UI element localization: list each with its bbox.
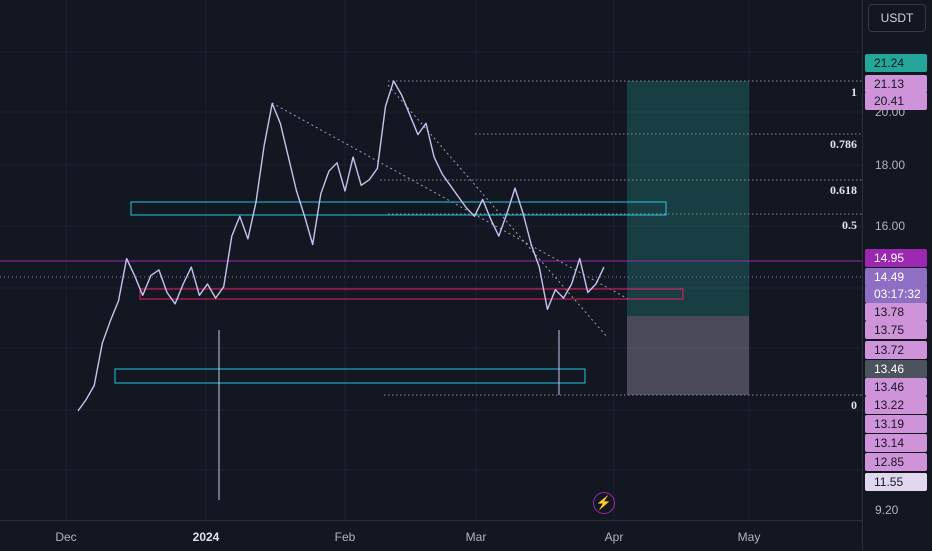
price-label: 14.95 [874,251,904,265]
price-label: 13.75 [874,323,904,337]
price-label: 13.22 [874,398,904,412]
profit-zone [627,81,749,316]
zone-rectangle [130,201,667,216]
fib-label: 0.618 [830,183,857,197]
flash-icon[interactable]: ⚡ [593,492,615,514]
price-label-tag [865,54,927,72]
loss-zone [627,316,749,395]
price-label-tag [865,303,927,321]
y-tick-label: 18.00 [875,158,905,172]
drawings [0,80,862,396]
price-label: 12.85 [874,455,904,469]
price-label: 21.24 [874,56,904,70]
price-label: 11.55 [874,475,903,489]
price-label: 13.46 [874,380,904,394]
price-label: 21.13 [874,77,904,91]
price-label-tag [865,285,927,303]
time-axis[interactable]: Dec 2024 Feb Mar Apr May [0,520,862,550]
price-label: 20.41 [874,94,904,108]
y-tick-label: 9.20 [875,503,899,517]
price-line [77,80,605,412]
price-label-tag [865,341,927,359]
fib-label: 0 [851,398,857,412]
price-series [77,80,605,500]
price-label: 13.72 [874,343,904,357]
price-label-tag [865,360,927,378]
price-label: 13.46 [874,362,904,376]
price-label-tag [865,92,927,110]
x-tick-label: Mar [466,530,487,544]
price-label-tag [865,434,927,452]
currency-selector[interactable]: USDT [868,4,926,32]
zone-rectangle [139,288,684,300]
zone-rectangle [114,368,586,384]
fib-label: 1 [851,85,857,99]
price-label-tag [865,249,927,267]
fib-label: 0.786 [830,137,857,151]
price-label: 03:17:32 [874,287,921,301]
price-axis[interactable]: 20.00 18.00 16.00 9.20 21.24 21.13 20.41 14.95 1… [862,0,932,550]
grid [0,0,862,520]
x-tick-label: Feb [335,530,356,544]
price-label-tag [865,415,927,433]
price-label: 13.78 [874,305,904,319]
fib-label: 0.5 [842,218,857,232]
price-label-tag [865,321,927,339]
price-label-tag [865,473,927,491]
channel-line-upper [271,102,631,301]
price-label-tag [865,378,927,396]
fib-labels: 1 0.786 0.618 0.5 0 [830,85,857,412]
y-tick-label: 16.00 [875,219,905,233]
price-label: 13.14 [874,436,904,450]
price-label-tag [865,453,927,471]
price-label: 13.19 [874,417,904,431]
x-tick-label: Apr [605,530,624,544]
x-tick-label: 2024 [193,530,220,544]
price-label-tag [865,268,927,286]
channel-line-lower [387,84,609,339]
x-tick-label: Dec [55,530,76,544]
price-label: 14.49 [874,270,904,284]
price-label-tag [865,75,927,93]
price-label-tag [865,396,927,414]
x-tick-label: May [738,530,761,544]
